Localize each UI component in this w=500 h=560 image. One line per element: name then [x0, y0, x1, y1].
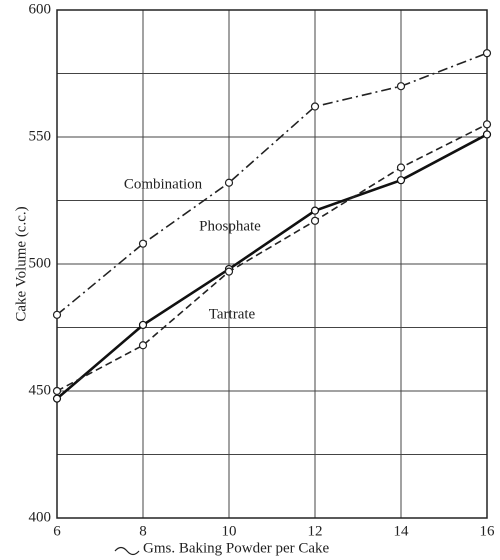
x-tick-label: 10: [222, 523, 237, 539]
y-tick-label: 400: [29, 509, 52, 525]
axis-title-squiggle: [114, 546, 140, 556]
series-label: Phosphate: [199, 218, 261, 234]
x-tick-label: 12: [308, 523, 323, 539]
data-point: [52, 394, 62, 403]
series-line: [56, 123, 488, 392]
y-tick-label: 500: [29, 255, 52, 271]
x-tick-label: 14: [394, 523, 410, 539]
data-point: [224, 267, 234, 276]
data-point: [224, 178, 234, 187]
y-tick-label: 600: [29, 1, 52, 17]
series-label: Combination: [124, 176, 203, 192]
data-point: [396, 176, 406, 185]
data-point: [310, 206, 320, 215]
data-point: [310, 216, 320, 225]
plot-frame: [56, 9, 488, 519]
data-point: [138, 320, 148, 330]
data-point: [396, 82, 406, 91]
x-tick-label: 6: [53, 523, 61, 539]
data-point: [138, 239, 148, 248]
data-point: [482, 49, 492, 58]
data-point: [482, 120, 492, 129]
series-line: [56, 133, 488, 400]
data-point: [310, 102, 320, 111]
y-tick-label: 450: [29, 382, 52, 398]
x-axis-title: Gms. Baking Powder per Cake: [143, 540, 330, 556]
series-label: Tartrate: [209, 306, 256, 322]
x-tick-label: 16: [480, 523, 496, 539]
data-point: [482, 130, 492, 139]
y-tick-label: 550: [29, 128, 52, 144]
x-tick-label: 8: [139, 523, 147, 539]
data-point: [52, 386, 62, 396]
y-axis-title: Cake Volume (c.c.): [13, 206, 29, 321]
data-point: [138, 341, 148, 350]
data-point: [52, 310, 62, 319]
data-point: [396, 163, 406, 172]
series-line: [56, 52, 488, 316]
